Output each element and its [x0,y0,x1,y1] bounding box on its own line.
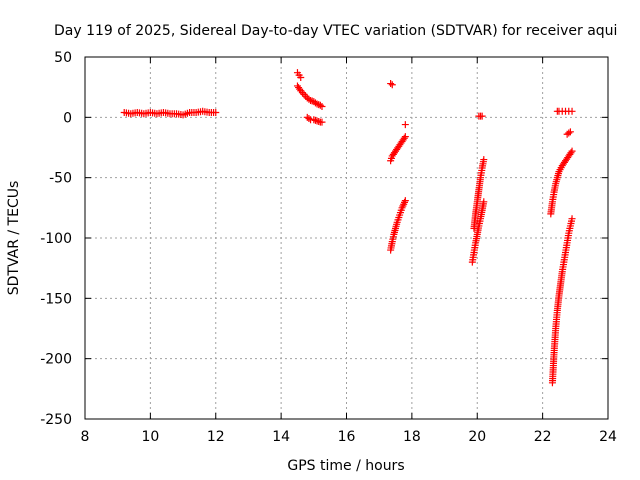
data-point [310,116,318,124]
data-point [316,101,324,109]
x-tick-label: 12 [207,429,225,445]
data-point [480,198,488,206]
data-point [568,107,576,115]
series-arc-4 [303,113,326,126]
series-arc-6 [387,133,409,165]
y-tick-label: -250 [40,412,72,428]
data-point [212,109,220,117]
series-arc-8 [387,197,409,254]
series-arc-13 [553,107,576,115]
y-tick-label: 0 [63,110,72,126]
data-point [307,96,315,104]
series-arc-15 [548,215,576,387]
data-point [400,134,408,142]
series-arc-11 [475,112,486,120]
series-arc-12 [547,147,576,218]
data-point [313,100,321,108]
y-tick-label: -150 [40,291,72,307]
data-point [311,116,319,124]
x-tick-label: 8 [81,429,90,445]
x-tick-label: 18 [403,429,421,445]
data-point [566,128,574,136]
x-axis-label: GPS time / hours [287,458,404,474]
series-arc-1 [120,107,220,119]
y-tick-label: -100 [40,231,72,247]
data-point [568,147,576,155]
y-tick-label: 50 [54,50,72,66]
data-point [387,80,395,88]
data-points [120,69,576,387]
axis-ticks: 8 10 12 14 16 18 20 22 24 50 0 -50 -100 -150 -200 -250 [40,50,617,445]
series-arc-3 [293,82,326,110]
x-tick-label: 14 [272,429,290,445]
data-point [401,121,409,129]
data-point [318,102,326,110]
data-point [567,149,575,157]
y-tick-label: -200 [40,352,72,368]
data-point [305,115,313,123]
series-arc-14 [563,128,574,138]
series-arc-7 [401,121,409,129]
data-point [480,156,488,164]
series-arc-9 [468,198,488,266]
data-point [401,133,409,141]
plot-frame [84,56,609,420]
data-point [318,118,326,126]
chart-title: Day 119 of 2025, Sidereal Day-to-day VTE… [54,23,617,39]
series-arc-2 [293,69,305,82]
y-tick-label: -50 [49,171,72,187]
data-point [401,197,409,205]
data-point [388,81,396,89]
data-point [565,129,573,137]
data-point [315,118,323,126]
x-tick-label: 22 [534,429,552,445]
y-axis-label: SDTVAR / TECUs [6,181,22,296]
data-point [400,200,408,208]
series-arc-10 [470,156,488,232]
data-point [297,74,305,82]
x-tick-label: 24 [599,429,617,445]
data-point [300,90,308,98]
data-point [313,117,321,125]
x-tick-label: 20 [468,429,486,445]
x-tick-label: 16 [338,429,356,445]
series-arc-5 [387,80,396,89]
data-point [478,112,486,120]
data-point [568,215,576,223]
x-tick-label: 10 [141,429,159,445]
